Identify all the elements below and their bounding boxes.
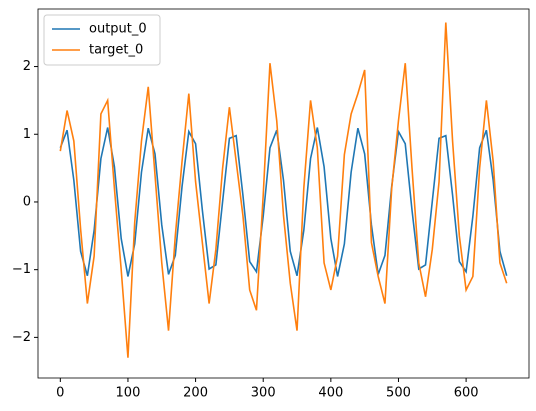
plot-frame — [37, 8, 530, 379]
x-tick-label: 0 — [56, 386, 64, 401]
legend-label: target_0 — [89, 43, 143, 58]
series-line — [59, 127, 508, 277]
x-tick-label: 400 — [318, 386, 343, 401]
legend-box — [43, 14, 161, 66]
legend-label: output_0 — [89, 22, 147, 37]
x-tick-label: 300 — [251, 386, 276, 401]
y-tick-label: −2 — [12, 330, 31, 345]
y-tick-label: 2 — [23, 59, 31, 74]
y-tick-label: 0 — [23, 194, 31, 209]
y-tick-label: −1 — [12, 262, 31, 277]
x-tick-label: 100 — [116, 386, 141, 401]
x-tick-label: 200 — [183, 386, 208, 401]
y-tick-label: 1 — [23, 127, 31, 142]
x-tick-label: 600 — [454, 386, 479, 401]
series-line — [59, 22, 508, 358]
x-tick-label: 500 — [386, 386, 411, 401]
